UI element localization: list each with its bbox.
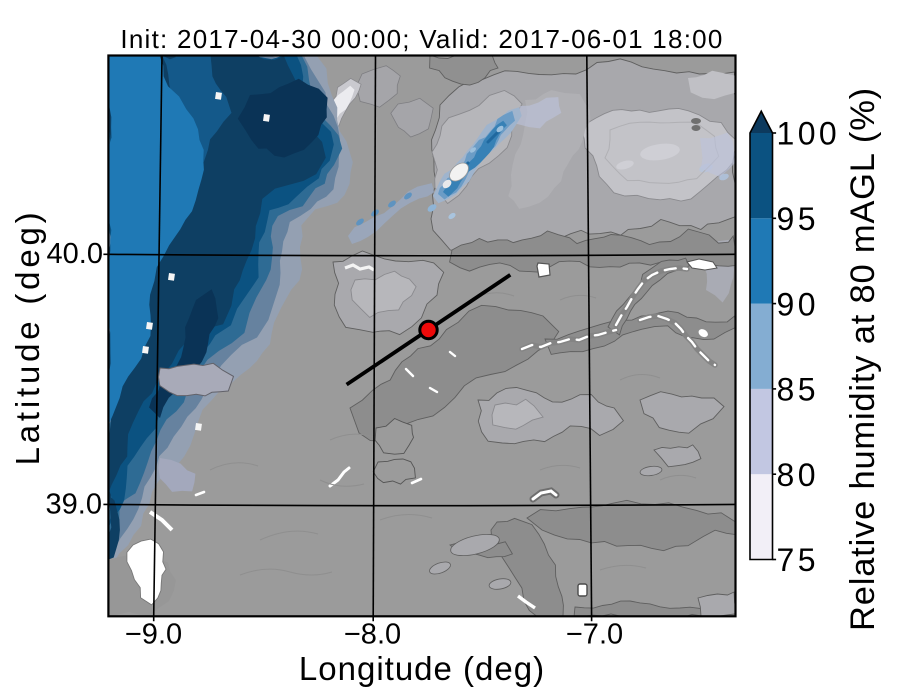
svg-text:85: 85 xyxy=(777,372,819,408)
svg-text:75: 75 xyxy=(777,542,819,578)
svg-text:−8.0: −8.0 xyxy=(344,618,401,650)
svg-text:−7.0: −7.0 xyxy=(566,618,623,650)
svg-text:40.0: 40.0 xyxy=(47,238,103,270)
svg-text:100: 100 xyxy=(777,116,841,152)
svg-text:90: 90 xyxy=(777,286,819,322)
svg-text:39.0: 39.0 xyxy=(46,489,102,521)
svg-text:Longitude (deg): Longitude (deg) xyxy=(299,650,545,687)
svg-text:Init: 2017-04-30 00:00; Valid:: Init: 2017-04-30 00:00; Valid: 2017-06-0… xyxy=(120,24,723,54)
svg-text:80: 80 xyxy=(777,457,819,493)
svg-text:−9.0: −9.0 xyxy=(125,618,182,650)
svg-text:95: 95 xyxy=(777,201,819,237)
svg-text:Latitude (deg): Latitude (deg) xyxy=(9,209,46,466)
svg-text:Relative humidity at 80 mAGL (: Relative humidity at 80 mAGL (%) xyxy=(844,87,882,631)
